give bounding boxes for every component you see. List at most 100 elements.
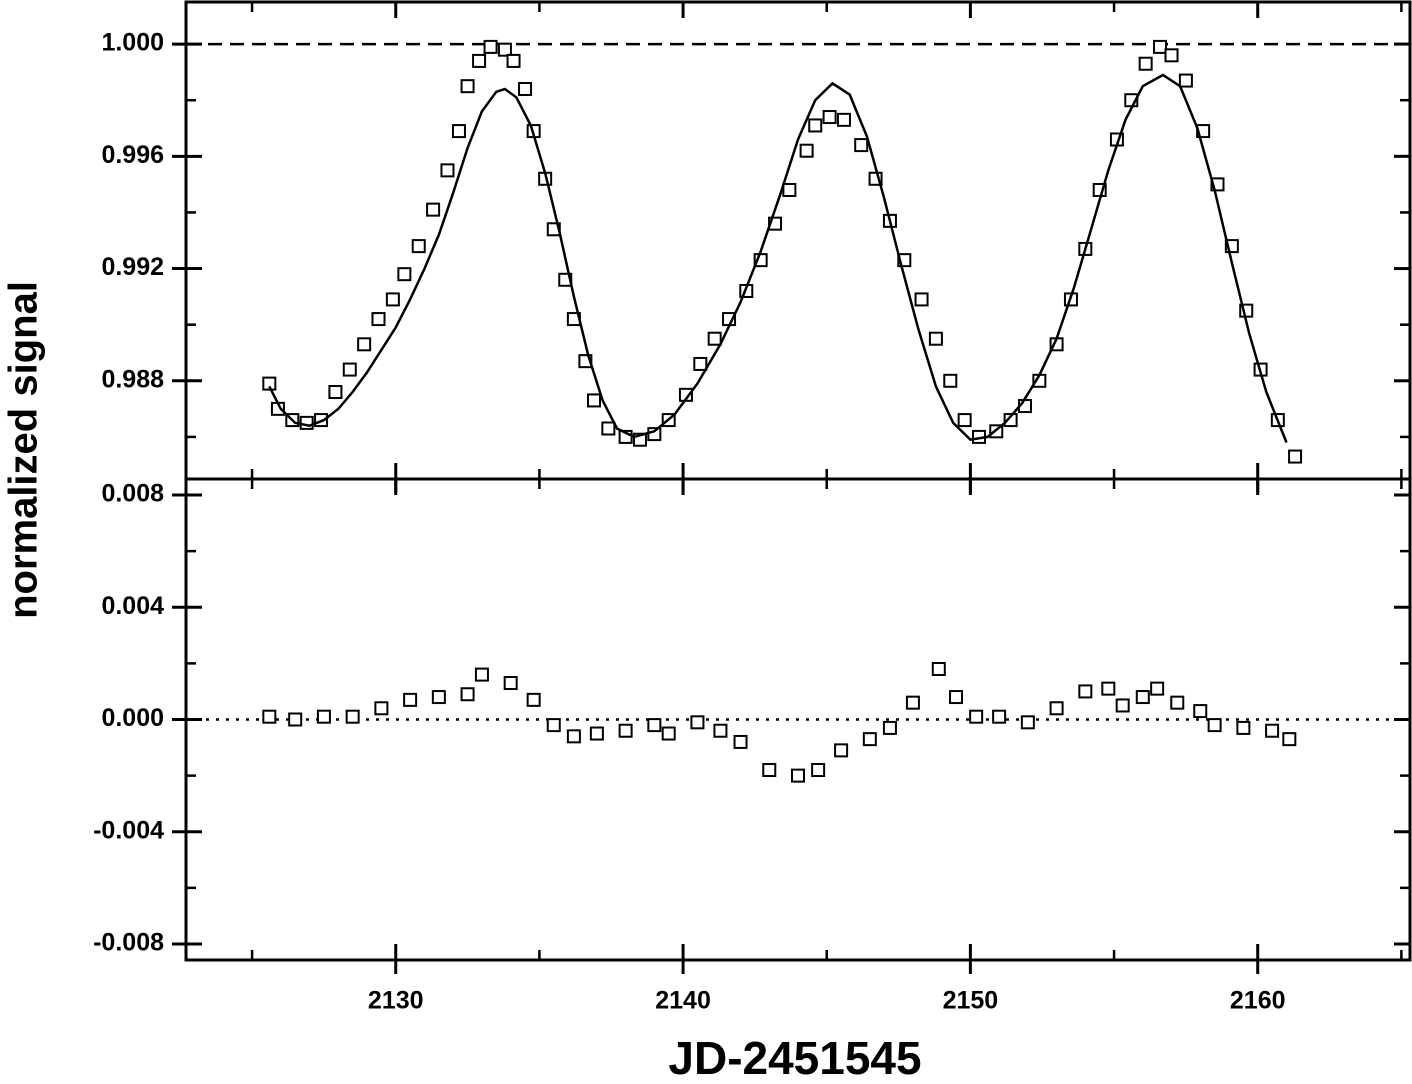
data-point	[862, 732, 877, 747]
data-point	[943, 373, 958, 388]
y-tick-label: 0.996	[101, 141, 164, 169]
data-point	[506, 53, 521, 68]
data-point	[262, 709, 277, 724]
x-tick-label: 2130	[368, 987, 424, 1015]
data-point	[518, 81, 533, 96]
data-point	[1115, 698, 1130, 713]
data-point	[854, 138, 869, 153]
model-line	[268, 73, 1288, 443]
x-tick-label: 2140	[655, 987, 711, 1015]
data-point	[440, 163, 455, 178]
data-point	[713, 723, 728, 738]
data-point	[397, 267, 412, 282]
data-point	[589, 726, 604, 741]
data-point	[914, 292, 929, 307]
data-point	[299, 415, 314, 430]
data-point	[262, 376, 277, 391]
data-point	[1170, 695, 1185, 710]
y-tick-label: 0.000	[101, 704, 164, 732]
data-point	[460, 79, 475, 94]
data-point	[566, 729, 581, 744]
data-point	[345, 709, 360, 724]
data-point	[1207, 718, 1222, 733]
data-point	[808, 118, 823, 133]
y-tick-label: 0.988	[101, 365, 164, 393]
x-axis-label: JD-2451545	[668, 1032, 921, 1084]
data-point	[451, 124, 466, 139]
data-point	[811, 763, 826, 778]
data-point	[693, 356, 708, 371]
data-point	[836, 112, 851, 127]
data-point	[707, 331, 722, 346]
data-point	[1078, 684, 1093, 699]
data-point	[1282, 732, 1297, 747]
data-point	[969, 709, 984, 724]
data-point	[690, 715, 705, 730]
data-point	[1049, 701, 1064, 716]
data-point	[957, 413, 972, 428]
data-point	[834, 743, 849, 758]
y-tick-label: -0.008	[93, 929, 164, 957]
data-point	[949, 690, 964, 705]
data-point	[1138, 56, 1153, 71]
data-point	[587, 393, 601, 408]
data-point	[1288, 449, 1303, 464]
data-point	[1193, 704, 1208, 719]
data-point	[371, 312, 386, 327]
y-tick-label: 1.000	[101, 29, 164, 57]
data-point	[647, 718, 662, 733]
data-point	[1101, 681, 1116, 696]
data-point	[460, 687, 475, 702]
y-tick-label: -0.004	[93, 816, 164, 844]
data-point	[483, 39, 498, 54]
data-point	[618, 723, 633, 738]
data-point	[503, 676, 518, 691]
data-point	[1153, 39, 1168, 54]
y-tick-label: 0.008	[101, 480, 164, 508]
data-point	[661, 726, 676, 741]
data-point	[374, 701, 389, 716]
data-point	[328, 385, 343, 400]
data-point	[1178, 73, 1193, 88]
y-tick-label: 0.004	[101, 592, 164, 620]
data-point	[762, 763, 777, 778]
data-point	[1135, 690, 1150, 705]
data-point	[288, 712, 303, 727]
data-point	[905, 695, 920, 710]
data-point	[526, 692, 541, 707]
data-point	[1003, 413, 1018, 428]
data-point	[385, 292, 400, 307]
y-axis-label: normalized signal	[2, 281, 46, 619]
x-tick-label: 2150	[943, 987, 999, 1015]
data-point	[474, 667, 489, 682]
data-point	[1265, 723, 1280, 738]
data-point	[1164, 48, 1179, 63]
data-point	[822, 110, 837, 125]
data-point	[411, 239, 426, 254]
data-point	[992, 709, 1007, 724]
data-point	[431, 690, 446, 705]
data-point	[782, 182, 797, 197]
data-point	[799, 143, 814, 158]
data-point	[733, 734, 748, 749]
data-point	[472, 53, 487, 68]
data-point	[601, 421, 616, 436]
data-point	[357, 337, 372, 352]
data-point	[497, 42, 512, 57]
data-point	[546, 718, 561, 733]
data-point	[316, 709, 331, 724]
plot-frame	[184, 477, 1412, 962]
data-point	[1236, 720, 1251, 735]
data-point	[1020, 715, 1035, 730]
x-tick-label: 2160	[1230, 987, 1286, 1015]
data-point	[1150, 681, 1165, 696]
data-point	[928, 331, 943, 346]
data-point	[791, 768, 805, 783]
data-point	[931, 661, 946, 676]
data-point	[403, 692, 418, 707]
y-tick-label: 0.992	[101, 253, 164, 281]
data-point	[426, 202, 441, 217]
data-point	[882, 720, 897, 735]
data-point	[342, 362, 357, 377]
